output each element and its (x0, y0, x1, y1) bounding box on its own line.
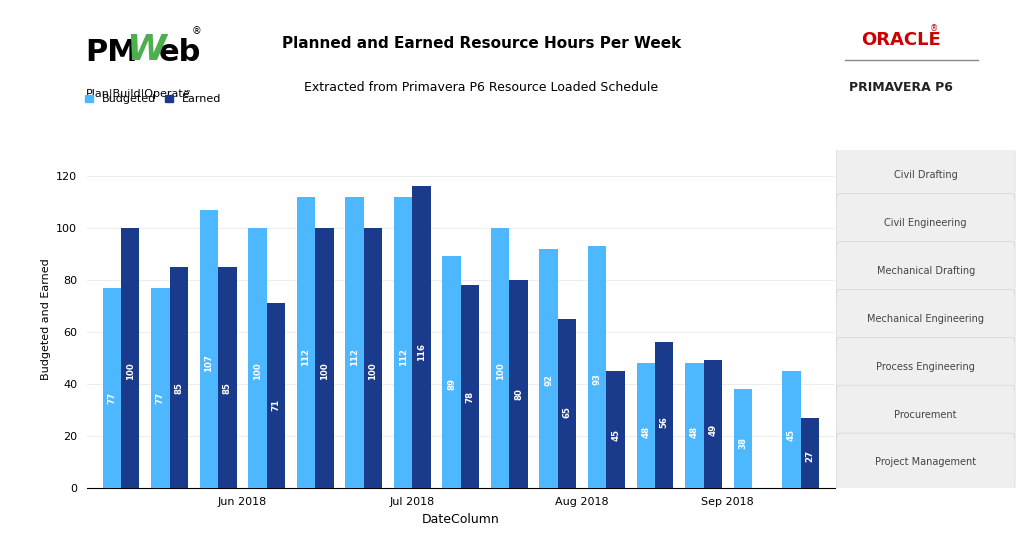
FancyBboxPatch shape (837, 242, 1015, 300)
Text: 112: 112 (301, 348, 310, 366)
Bar (703, 360, 722, 488)
Text: 116: 116 (417, 343, 426, 361)
Text: 45: 45 (611, 429, 621, 441)
Text: 100: 100 (253, 362, 262, 379)
Text: Plan|Build|Operate: Plan|Build|Operate (86, 88, 190, 99)
Text: 85: 85 (174, 382, 183, 394)
FancyBboxPatch shape (837, 146, 1015, 204)
Bar (170, 267, 188, 488)
Text: 93: 93 (593, 373, 602, 385)
Text: 48: 48 (690, 426, 698, 438)
Text: PRIMAVERA P6: PRIMAVERA P6 (849, 81, 953, 94)
Bar (509, 280, 527, 488)
Bar (218, 267, 237, 488)
Text: Planned and Earned Resource Hours Per Week: Planned and Earned Resource Hours Per We… (282, 36, 681, 51)
Text: 27: 27 (805, 450, 814, 462)
Text: 77: 77 (156, 391, 165, 404)
Bar (558, 319, 577, 488)
Text: PM: PM (86, 38, 138, 67)
Bar (345, 197, 364, 488)
Text: Budgeted and Earned by DateColumn: Budgeted and Earned by DateColumn (329, 135, 593, 147)
Text: Extracted from Primavera P6 Resource Loaded Schedule: Extracted from Primavera P6 Resource Loa… (304, 81, 658, 94)
Bar (394, 197, 413, 488)
Text: 85: 85 (223, 382, 231, 394)
Text: ™: ™ (182, 90, 190, 98)
Text: 77: 77 (108, 391, 117, 404)
Text: Civil Engineering: Civil Engineering (885, 218, 967, 228)
Bar (297, 197, 315, 488)
Text: 100: 100 (319, 362, 329, 379)
Text: Civil Drafting: Civil Drafting (894, 170, 957, 180)
Bar (442, 256, 461, 488)
Bar (266, 303, 285, 488)
Bar (490, 228, 509, 488)
Y-axis label: Budgeted and Earned: Budgeted and Earned (41, 258, 50, 379)
Text: 100: 100 (126, 362, 135, 379)
Text: ORACLE: ORACLE (861, 31, 941, 49)
Text: 100: 100 (369, 362, 378, 379)
Text: 92: 92 (544, 374, 553, 386)
Bar (655, 342, 674, 488)
FancyBboxPatch shape (837, 385, 1015, 444)
Bar (200, 210, 218, 488)
Text: 80: 80 (514, 388, 523, 400)
Text: 71: 71 (271, 399, 281, 411)
Text: Project Management: Project Management (876, 457, 976, 467)
Text: Procurement: Procurement (894, 410, 957, 420)
Bar (637, 363, 655, 488)
Text: 78: 78 (466, 390, 474, 403)
Text: W: W (127, 33, 166, 67)
Text: 100: 100 (496, 362, 505, 379)
Bar (685, 363, 703, 488)
Text: eb: eb (159, 38, 201, 67)
Bar (733, 389, 752, 488)
Text: 89: 89 (447, 378, 456, 390)
FancyBboxPatch shape (837, 193, 1015, 252)
Text: 49: 49 (709, 425, 717, 436)
Bar (315, 228, 334, 488)
Text: 107: 107 (205, 354, 213, 371)
FancyBboxPatch shape (837, 433, 1015, 492)
Bar (801, 418, 819, 488)
Text: 45: 45 (786, 429, 796, 441)
Bar (121, 228, 139, 488)
Text: Discipline: Discipline (849, 136, 910, 146)
Text: 56: 56 (659, 416, 669, 428)
Text: ®: ® (930, 24, 938, 33)
FancyBboxPatch shape (837, 337, 1015, 396)
Text: 112: 112 (350, 348, 359, 366)
Text: 48: 48 (641, 426, 650, 438)
Bar (413, 186, 431, 488)
Text: ®: ® (191, 26, 202, 36)
Bar (588, 246, 606, 488)
Bar (782, 371, 801, 488)
Bar (364, 228, 382, 488)
Bar (152, 287, 170, 488)
Legend: Budgeted, Earned: Budgeted, Earned (85, 94, 221, 105)
Text: 65: 65 (562, 406, 571, 418)
Bar (540, 249, 558, 488)
Text: Mechanical Drafting: Mechanical Drafting (877, 266, 975, 276)
X-axis label: DateColumn: DateColumn (422, 513, 500, 526)
Bar (606, 371, 625, 488)
Bar (248, 228, 266, 488)
Text: Mechanical Engineering: Mechanical Engineering (867, 314, 984, 324)
Bar (102, 287, 121, 488)
Text: Process Engineering: Process Engineering (877, 362, 975, 371)
Text: 112: 112 (398, 348, 408, 366)
Text: 38: 38 (738, 437, 748, 449)
Bar (461, 285, 479, 488)
FancyBboxPatch shape (837, 289, 1015, 348)
